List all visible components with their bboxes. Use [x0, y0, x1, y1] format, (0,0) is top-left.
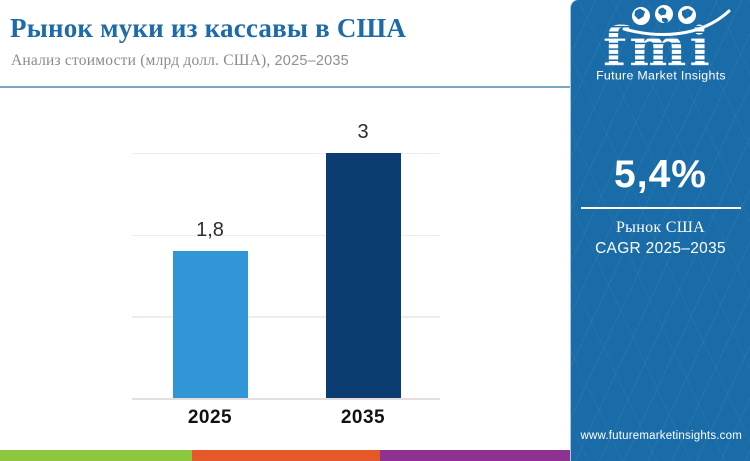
globe-asia-icon: [677, 6, 696, 24]
category-label-2035: 2035: [340, 407, 386, 428]
header-divider: [0, 86, 570, 88]
stripe-segment-purple: [380, 450, 570, 461]
cagr-value: 5,4%: [614, 153, 707, 196]
gridline-2: [132, 234, 440, 237]
globe-europe-icon: [654, 5, 673, 24]
chart-area: 1,8 2025 3 2035: [0, 88, 570, 450]
market-label: Рынок США: [615, 219, 706, 236]
header: Рынок муки из кассавы в США Анализ стоим…: [10, 12, 560, 70]
fmi-logo-graphic: fmi Future Market Insights: [596, 5, 730, 83]
gridline-0: [132, 398, 440, 400]
page-title: Рынок муки из кассавы в США: [10, 13, 407, 43]
stat-divider: [581, 207, 741, 209]
value-label-2025: 1,8: [196, 219, 224, 241]
website-link[interactable]: www.futuremarketinsights.com: [580, 430, 742, 442]
globe-americas-icon: [631, 7, 650, 25]
bar-2025: [172, 251, 248, 398]
cagr-period-label: CAGR 2025–2035: [595, 240, 726, 257]
plot-area: 1,8 2025 3 2035: [132, 88, 440, 450]
fmi-logo: fmi Future Market Insights: [586, 5, 736, 88]
logo-brand-text: fmi: [603, 15, 713, 79]
gridline-1: [132, 316, 440, 318]
chart-subtitle: Анализ стоимости (млрд долл. США), 2025–…: [11, 52, 560, 70]
bar-2035: [325, 153, 401, 398]
logo-tagline: Future Market Insights: [596, 69, 726, 83]
stripe-segment-green: [0, 450, 192, 461]
category-label-2025: 2025: [187, 407, 233, 428]
subtitle-range: 2025–2035: [274, 53, 349, 70]
value-label-2035: 3: [357, 121, 369, 143]
subtitle-text: Анализ стоимости (млрд долл. США),: [11, 52, 271, 70]
sidebar: fmi Future Market Insights 5,4% Рынок СШ…: [570, 0, 750, 461]
stripe-segment-orange: [192, 450, 380, 461]
footer-stripe: [0, 450, 570, 461]
logo-swoosh-icon: [622, 9, 730, 37]
gridline-3: [132, 152, 440, 155]
